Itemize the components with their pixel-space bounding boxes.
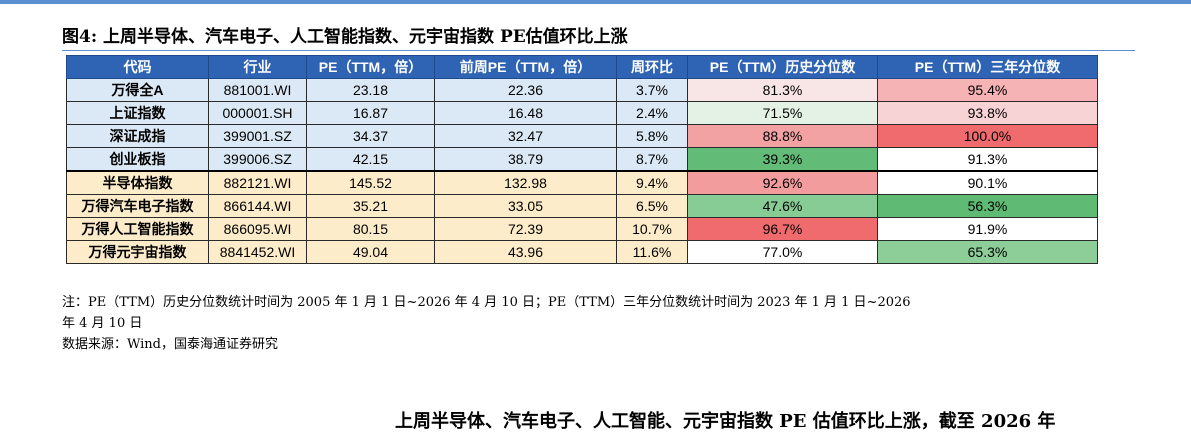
cell-three-pct: 91.9% — [877, 217, 1098, 241]
table-row: 深证成指 399001.SZ 34.37 32.47 5.8% 88.8% 100.0% — [66, 124, 1098, 148]
cell-hist-pct: 39.3% — [687, 147, 878, 172]
header-industry: 行业 — [208, 55, 307, 79]
cell-wow: 6.5% — [616, 194, 688, 218]
cell-hist-pct: 47.6% — [687, 194, 878, 218]
cell-pe: 80.15 — [306, 217, 435, 241]
cell-pe: 42.15 — [306, 147, 435, 172]
cell-hist-pct: 96.7% — [687, 217, 878, 241]
cell-three-pct: 56.3% — [877, 194, 1098, 218]
cell-wow: 9.4% — [616, 170, 688, 195]
cell-code: 882121.WI — [208, 170, 307, 195]
cell-wow: 11.6% — [616, 240, 688, 264]
cell-prev-pe: 22.36 — [434, 78, 617, 102]
cell-three-pct: 90.1% — [877, 170, 1098, 195]
cell-pe: 145.52 — [306, 170, 435, 195]
cell-prev-pe: 16.48 — [434, 101, 617, 125]
table-row: 创业板指 399006.SZ 42.15 38.79 8.7% 39.3% 91.3% — [66, 147, 1098, 172]
cell-code: 399006.SZ — [208, 147, 307, 172]
note-line-1: 注：PE（TTM）历史分位数统计时间为 2005 年 1 月 1 日~2026 … — [62, 295, 911, 310]
cell-prev-pe: 38.79 — [434, 147, 617, 172]
cell-hist-pct: 92.6% — [687, 170, 878, 195]
table-row: 万得汽车电子指数 866144.WI 35.21 33.05 6.5% 47.6% 56.3… — [66, 194, 1098, 218]
cell-three-pct: 93.8% — [877, 101, 1098, 125]
cell-name: 深证成指 — [66, 124, 209, 148]
note-line-2: 年 4 月 10 日 — [62, 316, 143, 331]
data-source-line: 数据来源：Wind，国泰海通证券研究 — [62, 337, 278, 352]
header-hist-pct: PE（TTM）历史分位数 — [687, 55, 878, 79]
cell-code: 8841452.WI — [208, 240, 307, 264]
table-notes: 注：PE（TTM）历史分位数统计时间为 2005 年 1 月 1 日~2026 … — [62, 292, 1142, 355]
cell-hist-pct: 88.8% — [687, 124, 878, 148]
header-wow: 周环比 — [616, 55, 688, 79]
top-border-line — [0, 0, 1191, 4]
cell-name: 万得汽车电子指数 — [66, 194, 209, 218]
cell-three-pct: 91.3% — [877, 147, 1098, 172]
table-row: 半导体指数 882121.WI 145.52 132.98 9.4% 92.6% 90.1% — [66, 170, 1098, 195]
table-row: 万得全A 881001.WI 23.18 22.36 3.7% 81.3% 95.4% — [66, 78, 1098, 102]
header-pe: PE（TTM，倍） — [306, 55, 435, 79]
cell-prev-pe: 33.05 — [434, 194, 617, 218]
cell-wow: 8.7% — [616, 147, 688, 172]
cell-code: 866095.WI — [208, 217, 307, 241]
cell-code: 000001.SH — [208, 101, 307, 125]
cell-name: 创业板指 — [66, 147, 209, 172]
figure-title: 图4: 上周半导体、汽车电子、人工智能指数、元宇宙指数 PE估值环比上涨 — [62, 27, 628, 47]
cell-three-pct: 100.0% — [877, 124, 1098, 148]
cell-hist-pct: 81.3% — [687, 78, 878, 102]
cell-pe: 23.18 — [306, 78, 435, 102]
cell-name: 万得元宇宙指数 — [66, 240, 209, 264]
cell-pe: 35.21 — [306, 194, 435, 218]
pe-valuation-table: 代码 行业 PE（TTM，倍） 前周PE（TTM，倍） 周环比 PE（TTM）历… — [66, 55, 1098, 264]
cell-name: 上证指数 — [66, 101, 209, 125]
table-row: 万得元宇宙指数 8841452.WI 49.04 43.96 11.6% 77.0% 65.… — [66, 240, 1098, 264]
cell-code: 881001.WI — [208, 78, 307, 102]
header-code: 代码 — [66, 55, 209, 79]
header-three-pct: PE（TTM）三年分位数 — [877, 55, 1098, 79]
cell-prev-pe: 43.96 — [434, 240, 617, 264]
cell-wow: 10.7% — [616, 217, 688, 241]
cell-prev-pe: 132.98 — [434, 170, 617, 195]
cell-three-pct: 95.4% — [877, 78, 1098, 102]
cell-name: 万得全A — [66, 78, 209, 102]
cell-prev-pe: 32.47 — [434, 124, 617, 148]
title-underline — [62, 50, 1135, 51]
cell-code: 866144.WI — [208, 194, 307, 218]
cell-pe: 34.37 — [306, 124, 435, 148]
table-header-row: 代码 行业 PE（TTM，倍） 前周PE（TTM，倍） 周环比 PE（TTM）历… — [66, 55, 1098, 79]
header-prev-pe: 前周PE（TTM，倍） — [434, 55, 617, 79]
cell-pe: 49.04 — [306, 240, 435, 264]
cell-hist-pct: 71.5% — [687, 101, 878, 125]
cell-wow: 2.4% — [616, 101, 688, 125]
cell-hist-pct: 77.0% — [687, 240, 878, 264]
cell-three-pct: 65.3% — [877, 240, 1098, 264]
cell-name: 半导体指数 — [66, 170, 209, 195]
table-row: 万得人工智能指数 866095.WI 80.15 72.39 10.7% 96.7% 91.… — [66, 217, 1098, 241]
cell-wow: 3.7% — [616, 78, 688, 102]
cut-off-body-text: 上周半导体、汽车电子、人工智能、元宇宙指数 PE 估值环比上涨，截至 2026 … — [395, 411, 1056, 432]
cell-prev-pe: 72.39 — [434, 217, 617, 241]
cell-pe: 16.87 — [306, 101, 435, 125]
table-row: 上证指数 000001.SH 16.87 16.48 2.4% 71.5% 93.8% — [66, 101, 1098, 125]
cell-code: 399001.SZ — [208, 124, 307, 148]
cell-name: 万得人工智能指数 — [66, 217, 209, 241]
cell-wow: 5.8% — [616, 124, 688, 148]
